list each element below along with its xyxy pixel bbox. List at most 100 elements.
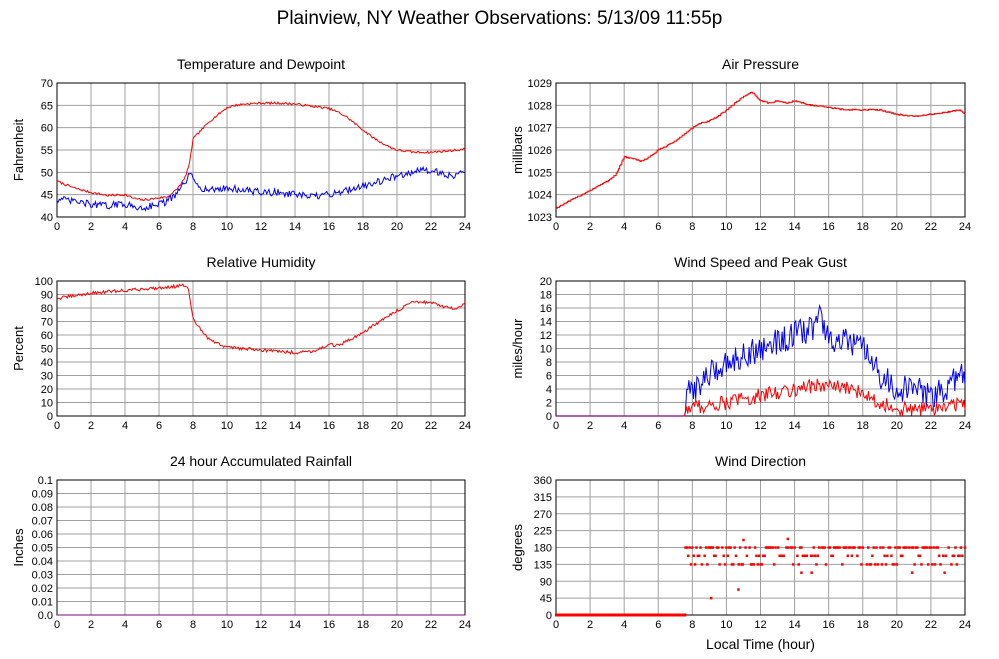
direction-point: [835, 546, 839, 549]
direction-point: [721, 546, 724, 549]
y-tick-label: 0.03: [32, 570, 53, 582]
direction-point: [782, 554, 785, 558]
x-tick-label: 14: [788, 221, 800, 233]
direction-point: [714, 554, 717, 558]
y-tick-label: 2: [546, 398, 552, 410]
x-tick-label: 4: [122, 619, 128, 631]
direction-point: [812, 546, 815, 549]
direction-point: [723, 563, 727, 566]
direction-point: [786, 537, 790, 541]
pressure-ylabel: millibars: [510, 126, 525, 174]
direction-point: [891, 563, 895, 566]
y-tick-label: 60: [41, 330, 53, 342]
y-tick-label: 0.1: [38, 475, 53, 487]
x-tick-label: 14: [788, 619, 800, 631]
direction-point: [708, 546, 712, 549]
direction-point: [768, 546, 772, 549]
direction-point: [823, 546, 826, 549]
direction-point: [711, 546, 715, 549]
x-tick-label: 6: [156, 221, 162, 233]
direction-point: [700, 563, 704, 566]
x-tick-label: 24: [459, 221, 471, 233]
direction-point: [733, 546, 736, 549]
direction-point: [903, 546, 907, 549]
x-tick-label: 2: [587, 221, 593, 233]
x-tick-label: 6: [156, 420, 162, 432]
y-tick-label: 20: [540, 276, 552, 288]
direction-point: [913, 563, 916, 566]
direction-point: [944, 554, 948, 558]
direction-point: [933, 563, 937, 566]
direction-point: [693, 563, 697, 566]
x-tick-label: 0: [54, 221, 60, 233]
y-tick-label: 135: [534, 559, 552, 571]
direction-point: [905, 546, 908, 549]
x-tick-label: 16: [323, 619, 335, 631]
direction-point: [725, 546, 728, 549]
direction-point: [861, 546, 865, 549]
y-tick-label: 0.02: [32, 583, 53, 595]
x-tick-label: 4: [621, 619, 627, 631]
rain-ylabel: Inches: [11, 528, 26, 567]
y-tick-label: 90: [540, 576, 552, 588]
direction-point: [886, 554, 889, 558]
direction-point: [684, 546, 687, 549]
direction-point: [860, 563, 863, 566]
direction-point: [871, 554, 874, 558]
direction-point: [892, 563, 896, 566]
x-tick-label: 14: [289, 619, 301, 631]
y-tick-label: 30: [41, 371, 53, 383]
direction-point: [899, 554, 903, 558]
direction-point: [952, 554, 956, 558]
direction-point: [753, 546, 757, 549]
direction-point: [699, 546, 702, 549]
direction-point: [742, 538, 745, 542]
direction-point: [922, 546, 926, 549]
x-tick-label: 12: [255, 619, 267, 631]
direction-point: [798, 546, 802, 549]
x-tick-label: 12: [754, 619, 766, 631]
direction-point: [845, 546, 848, 549]
direction-point: [856, 554, 859, 558]
direction-point: [741, 563, 745, 566]
x-tick-label: 16: [323, 420, 335, 432]
direction-point: [715, 546, 719, 549]
direction-point: [718, 563, 721, 566]
direction-point: [951, 554, 955, 558]
x-tick-label: 10: [221, 221, 233, 233]
direction-point: [697, 554, 701, 558]
direction-point: [931, 563, 934, 566]
direction-point: [828, 546, 832, 549]
rain-title: 24 hour Accumulated Rainfall: [170, 453, 352, 469]
direction-point: [800, 571, 803, 574]
y-tick-label: 1028: [528, 100, 552, 112]
direction-point: [838, 546, 841, 549]
direction-point: [956, 554, 960, 558]
direction-point: [920, 563, 923, 566]
direction-point: [816, 554, 820, 558]
x-tick-label: 2: [88, 221, 94, 233]
direction-point: [734, 554, 738, 558]
direction-point: [810, 571, 813, 574]
direction-point: [815, 563, 818, 566]
direction-point: [955, 563, 959, 566]
direction-point: [820, 546, 824, 549]
x-tick-label: 10: [720, 619, 732, 631]
direction-point: [804, 554, 807, 558]
y-tick-label: 0.07: [32, 516, 53, 528]
x-tick-label: 14: [289, 420, 301, 432]
direction-point: [770, 546, 773, 549]
y-tick-label: 40: [41, 357, 53, 369]
x-tick-label: 8: [190, 619, 196, 631]
y-tick-label: 70: [41, 317, 53, 329]
direction-point: [748, 546, 751, 549]
direction-point: [785, 546, 788, 549]
y-tick-label: 360: [534, 475, 552, 487]
direction-point: [907, 546, 911, 549]
x-tick-label: 6: [156, 619, 162, 631]
direction-point: [898, 546, 901, 549]
direction-point: [738, 546, 742, 549]
direction-point: [875, 546, 878, 549]
